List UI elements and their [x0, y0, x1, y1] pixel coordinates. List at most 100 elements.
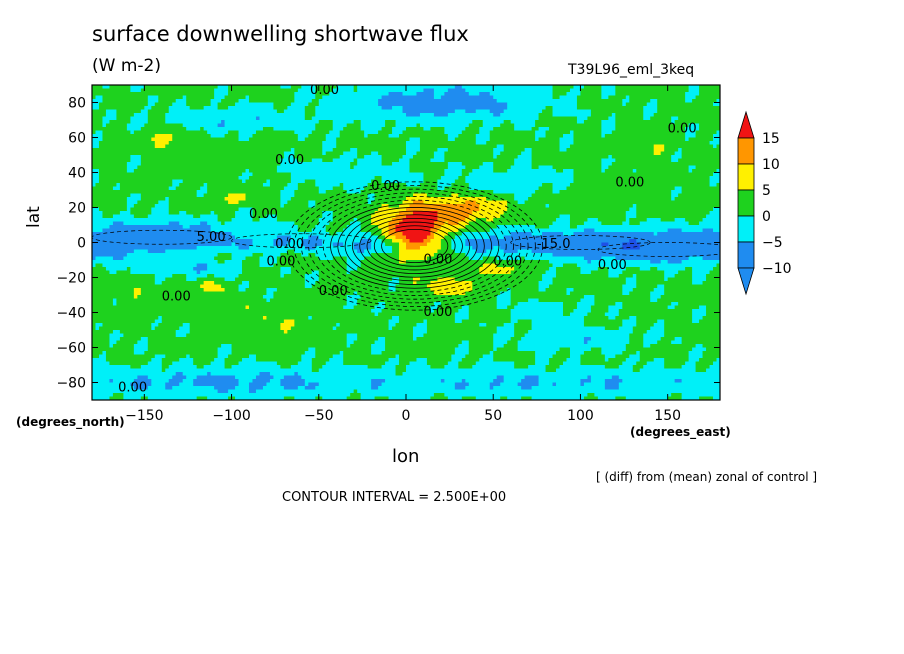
field-cell [315, 351, 341, 356]
field-cell [444, 127, 466, 132]
field-cell [322, 211, 334, 216]
field-cell [674, 218, 686, 223]
field-cell [632, 169, 637, 174]
field-cell [402, 92, 418, 97]
field-cell [695, 344, 704, 349]
field-cell [590, 113, 613, 118]
field-cell [109, 344, 114, 349]
field-cell [399, 246, 407, 251]
field-cell [699, 85, 720, 90]
field-cell [604, 365, 620, 370]
field-cell [583, 228, 595, 233]
field-cell [433, 92, 445, 97]
field-cell [618, 312, 693, 317]
field-cell [144, 85, 219, 90]
field-cell [193, 379, 240, 384]
field-cell [542, 277, 554, 282]
field-cell [224, 134, 240, 139]
field-cell [297, 225, 316, 230]
field-cell [569, 218, 589, 223]
field-cell [266, 214, 278, 219]
field-cell [660, 260, 669, 265]
field-cell [639, 242, 720, 247]
field-cell [224, 123, 316, 128]
field-cell [559, 214, 571, 219]
field-cell [601, 351, 623, 356]
field-cell [440, 379, 445, 384]
field-cell [493, 386, 522, 391]
field-cell [371, 218, 393, 223]
field-cell [360, 393, 435, 398]
field-cell [399, 242, 407, 247]
field-cell [318, 190, 327, 195]
field-cell [269, 372, 295, 377]
field-cell [587, 375, 592, 380]
field-cell [657, 340, 672, 345]
field-cell [301, 358, 313, 363]
field-cell [531, 165, 540, 170]
field-cell [280, 326, 292, 331]
field-cell [657, 102, 714, 107]
field-cell [692, 169, 718, 174]
y-tick-label: −20 [56, 271, 86, 287]
field-cell [632, 326, 651, 331]
field-cell [346, 344, 351, 349]
field-cell [583, 337, 592, 342]
field-cell [273, 242, 288, 247]
field-cell [475, 200, 508, 205]
field-cell [179, 183, 205, 188]
field-cell [510, 291, 568, 296]
field-cell [444, 130, 463, 135]
field-cell [165, 354, 187, 359]
field-cell [165, 113, 306, 118]
field-cell [538, 375, 589, 380]
field-cell [566, 92, 582, 97]
field-cell [290, 270, 313, 275]
field-cell [528, 330, 634, 335]
field-cell [454, 312, 470, 317]
field-cell [695, 134, 714, 139]
field-cell [196, 190, 208, 195]
field-cell [392, 246, 400, 251]
field-cell [552, 109, 592, 114]
field-cell [395, 225, 435, 230]
field-cell [315, 204, 383, 209]
field-cell [308, 347, 316, 352]
field-cell [92, 176, 100, 181]
field-cell [510, 302, 519, 307]
field-cell [611, 113, 616, 118]
field-cell [681, 155, 720, 160]
field-cell [419, 123, 470, 128]
field-cell [667, 260, 683, 265]
field-cell [92, 95, 97, 100]
field-cell [238, 288, 247, 293]
field-cell [507, 207, 630, 212]
field-cell [235, 386, 250, 391]
field-cell [165, 116, 257, 121]
field-cell [569, 351, 585, 356]
field-cell [688, 165, 697, 170]
field-cell [406, 246, 421, 251]
field-cell [137, 165, 278, 170]
field-cell [217, 253, 233, 258]
field-cell [235, 102, 275, 107]
field-cell [147, 340, 348, 345]
field-cell [92, 99, 104, 104]
field-cell [207, 183, 264, 188]
field-cell [447, 148, 494, 153]
field-cell [294, 92, 316, 97]
field-cell [102, 123, 107, 128]
field-cell [360, 225, 379, 230]
field-cell [350, 221, 362, 226]
contour-label: 0.00 [423, 305, 452, 320]
field-cell [158, 323, 184, 328]
field-cell [514, 193, 533, 198]
field-cell [336, 326, 390, 331]
field-cell [332, 326, 337, 331]
field-cell [475, 109, 491, 114]
field-cell [283, 204, 309, 209]
field-cell [388, 204, 400, 209]
field-cell [336, 232, 372, 237]
field-cell [412, 211, 438, 216]
field-cell [92, 291, 135, 296]
